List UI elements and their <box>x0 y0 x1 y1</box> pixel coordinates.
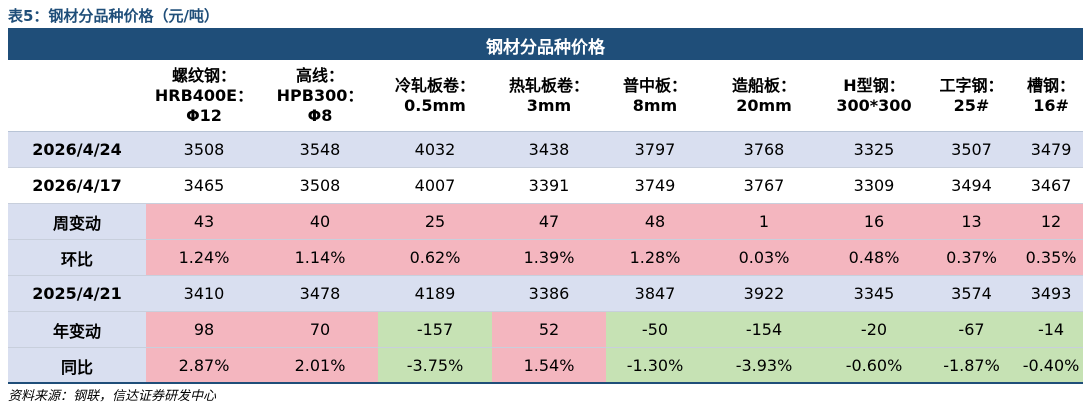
table-cell: 3797 <box>606 131 704 168</box>
row-label: 周变动 <box>8 203 146 240</box>
table-cell: 2.87% <box>146 347 262 384</box>
table-cell: 0.37% <box>924 239 1019 276</box>
row-label: 2026/4/24 <box>8 131 146 168</box>
row-label: 2025/4/21 <box>8 275 146 312</box>
table-cell: 3574 <box>924 275 1019 312</box>
table-title: 钢材分品种价格 <box>8 30 1084 60</box>
table-cell: 3438 <box>492 131 606 168</box>
table-cell: 4189 <box>378 275 492 312</box>
table-cell: 3345 <box>824 275 924 312</box>
table-cell: 3494 <box>924 167 1019 204</box>
table-cell: 3847 <box>606 275 704 312</box>
table-cell: -3.75% <box>378 347 492 384</box>
table-cell: -50 <box>606 311 704 348</box>
table-cell: -1.87% <box>924 347 1019 384</box>
table-cell: 48 <box>606 203 704 240</box>
column-header: 工字钢： 25# <box>924 60 1019 132</box>
table-caption: 表5：钢材分品种价格（元/吨） <box>8 7 219 25</box>
column-header: 冷轧板卷： 0.5mm <box>378 60 492 132</box>
table-cell: 3507 <box>924 131 1019 168</box>
column-header: 普中板： 8mm <box>606 60 704 132</box>
table-cell: 52 <box>492 311 606 348</box>
table-cell: 16 <box>824 203 924 240</box>
table-cell: 3309 <box>824 167 924 204</box>
column-header: 高线： HPB300： Φ8 <box>262 60 378 132</box>
table-cell: 3478 <box>262 275 378 312</box>
table-cell: 98 <box>146 311 262 348</box>
table-cell: 1 <box>704 203 824 240</box>
table-cell: 0.48% <box>824 239 924 276</box>
table-row: 周变动 43 40 25 47 48 1 16 13 12 <box>8 203 1084 240</box>
bottom-rule <box>8 382 1083 384</box>
table-cell: 3465 <box>146 167 262 204</box>
source-note: 资料来源：钢联，信达证券研发中心 <box>8 389 217 404</box>
table-cell: 3749 <box>606 167 704 204</box>
table-cell: 3410 <box>146 275 262 312</box>
corner-cell <box>8 60 146 132</box>
table-row: 环比 1.24% 1.14% 0.62% 1.39% 1.28% 0.03% 0.48% 0.3… <box>8 239 1084 276</box>
table-cell: 25 <box>378 203 492 240</box>
table-cell: 3493 <box>1019 275 1084 312</box>
table-cell: 13 <box>924 203 1019 240</box>
table-cell: -1.30% <box>606 347 704 384</box>
table-cell: 3479 <box>1019 131 1084 168</box>
table-cell: 3467 <box>1019 167 1084 204</box>
table-title-row: 钢材分品种价格 <box>8 30 1084 60</box>
table-cell: 3768 <box>704 131 824 168</box>
row-label: 同比 <box>8 347 146 384</box>
table-body: 2026/4/24 3508 3548 4032 3438 3797 3768 3325 350… <box>8 131 1084 384</box>
table-cell: -0.60% <box>824 347 924 384</box>
table-cell: 1.54% <box>492 347 606 384</box>
row-label: 年变动 <box>8 311 146 348</box>
table-cell: 2.01% <box>262 347 378 384</box>
table-cell: 0.62% <box>378 239 492 276</box>
table-cell: -157 <box>378 311 492 348</box>
table-row: 2026/4/24 3508 3548 4032 3438 3797 3768 3325 350… <box>8 131 1084 168</box>
table-cell: -67 <box>924 311 1019 348</box>
table-cell: 3386 <box>492 275 606 312</box>
table-cell: 47 <box>492 203 606 240</box>
table-cell: 4032 <box>378 131 492 168</box>
table-cell: -0.40% <box>1019 347 1084 384</box>
table-cell: 0.35% <box>1019 239 1084 276</box>
steel-price-table: 钢材分品种价格 螺纹钢： HRB400E： Φ12 高线： HPB300： Φ8 冷轧板… <box>8 30 1084 384</box>
column-header: 螺纹钢： HRB400E： Φ12 <box>146 60 262 132</box>
row-label: 2026/4/17 <box>8 167 146 204</box>
table-cell: -154 <box>704 311 824 348</box>
table-row: 同比 2.87% 2.01% -3.75% 1.54% -1.30% -3.93% -0.60… <box>8 347 1084 384</box>
table-cell: 1.28% <box>606 239 704 276</box>
table-cell: 40 <box>262 203 378 240</box>
table-cell: 3767 <box>704 167 824 204</box>
table-cell: 70 <box>262 311 378 348</box>
table-row: 2026/4/17 3465 3508 4007 3391 3749 3767 3309 349… <box>8 167 1084 204</box>
table-cell: 3508 <box>262 167 378 204</box>
table-cell: 43 <box>146 203 262 240</box>
table-cell: 1.14% <box>262 239 378 276</box>
table-cell: 3325 <box>824 131 924 168</box>
row-label: 环比 <box>8 239 146 276</box>
table-cell: -14 <box>1019 311 1084 348</box>
top-rule <box>8 28 1083 30</box>
table-cell: 4007 <box>378 167 492 204</box>
table-row: 年变动 98 70 -157 52 -50 -154 -20 -67 -14 <box>8 311 1084 348</box>
column-header-row: 螺纹钢： HRB400E： Φ12 高线： HPB300： Φ8 冷轧板卷： 0.5mm … <box>8 60 1084 132</box>
table-cell: 1.24% <box>146 239 262 276</box>
table-cell: 1.39% <box>492 239 606 276</box>
table-cell: 12 <box>1019 203 1084 240</box>
column-header: 造船板： 20mm <box>704 60 824 132</box>
table-cell: 3548 <box>262 131 378 168</box>
table-cell: 0.03% <box>704 239 824 276</box>
table-cell: 3922 <box>704 275 824 312</box>
column-header: H型钢： 300*300 <box>824 60 924 132</box>
table-row: 2025/4/21 3410 3478 4189 3386 3847 3922 3345 357… <box>8 275 1084 312</box>
table-cell: -20 <box>824 311 924 348</box>
table-cell: -3.93% <box>704 347 824 384</box>
column-header: 槽钢： 16# <box>1019 60 1084 132</box>
table-cell: 3391 <box>492 167 606 204</box>
table-cell: 3508 <box>146 131 262 168</box>
column-header: 热轧板卷： 3mm <box>492 60 606 132</box>
